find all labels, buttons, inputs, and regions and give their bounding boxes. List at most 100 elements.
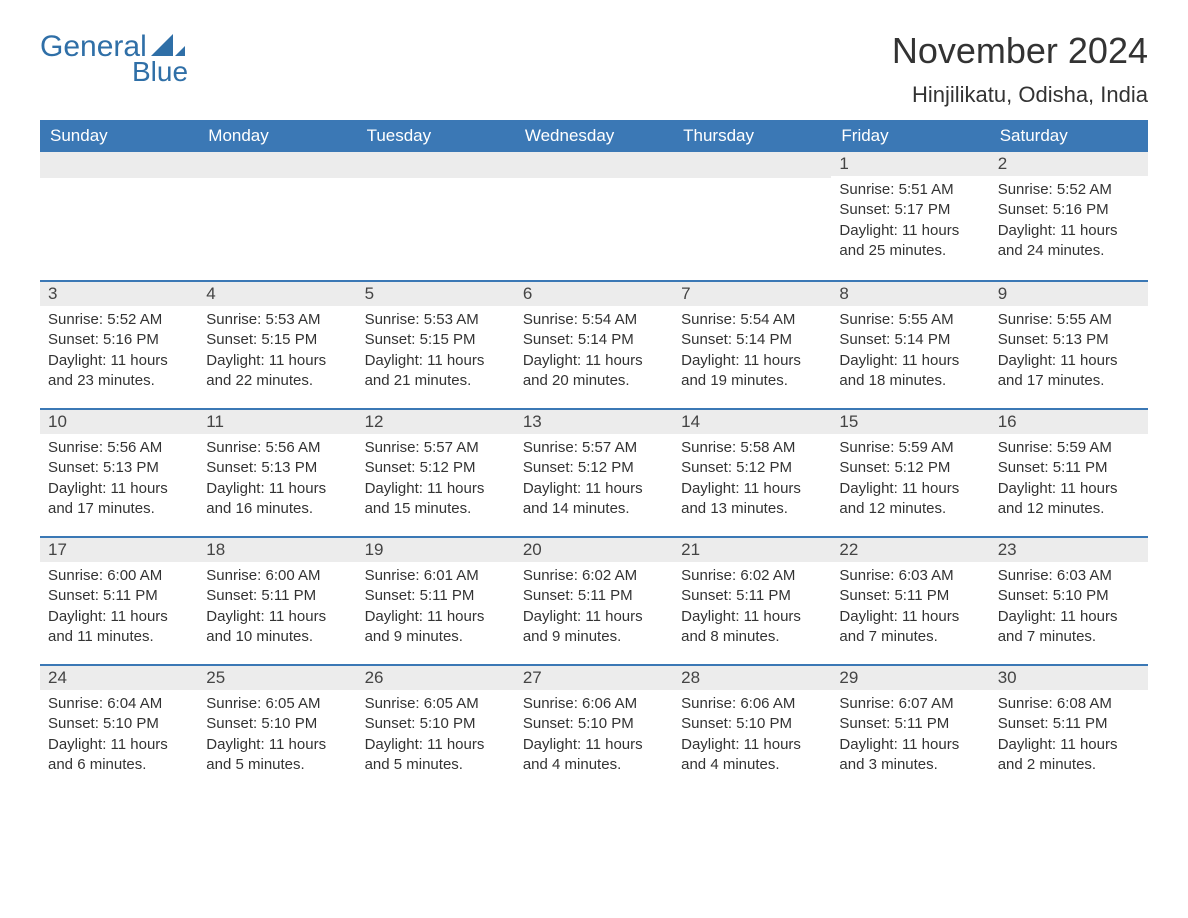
day-body: Sunrise: 6:06 AMSunset: 5:10 PMDaylight:… (673, 690, 831, 785)
daynum: 28 (673, 664, 831, 690)
sunrise-line: Sunrise: 5:52 AM (998, 180, 1140, 200)
daylight-line: Daylight: 11 hours and 20 minutes. (523, 351, 665, 392)
day-body: Sunrise: 5:52 AMSunset: 5:16 PMDaylight:… (40, 306, 198, 401)
daynum: 27 (515, 664, 673, 690)
sunrise-value: 6:03 AM (1057, 567, 1112, 584)
day-cell: 8Sunrise: 5:55 AMSunset: 5:14 PMDaylight… (831, 280, 989, 408)
sunrise-label: Sunrise: (365, 439, 424, 456)
sunset-line: Sunset: 5:14 PM (523, 330, 665, 350)
day-body: Sunrise: 6:04 AMSunset: 5:10 PMDaylight:… (40, 690, 198, 785)
sunset-label: Sunset: (681, 715, 736, 732)
daylight-label: Daylight: (839, 608, 902, 625)
daylight-line: Daylight: 11 hours and 2 minutes. (998, 735, 1140, 776)
daylight-line: Daylight: 11 hours and 3 minutes. (839, 735, 981, 776)
sunset-label: Sunset: (681, 459, 736, 476)
empty-daynum-bar (198, 152, 356, 178)
day-header-saturday: Saturday (990, 120, 1148, 152)
sunrise-line: Sunrise: 5:53 AM (365, 310, 507, 330)
daylight-label: Daylight: (998, 608, 1061, 625)
sunset-line: Sunset: 5:11 PM (206, 586, 348, 606)
day-cell: 25Sunrise: 6:05 AMSunset: 5:10 PMDayligh… (198, 664, 356, 792)
sunrise-value: 5:59 AM (1057, 439, 1112, 456)
sunrise-value: 5:51 AM (899, 181, 954, 198)
sunset-value: 5:11 PM (736, 587, 791, 604)
sunrise-label: Sunrise: (681, 695, 740, 712)
daylight-line: Daylight: 11 hours and 5 minutes. (365, 735, 507, 776)
empty-daynum-bar (40, 152, 198, 178)
daylight-line: Daylight: 11 hours and 12 minutes. (998, 479, 1140, 520)
month-title: November 2024 (892, 30, 1148, 72)
day-cell: 11Sunrise: 5:56 AMSunset: 5:13 PMDayligh… (198, 408, 356, 536)
sunset-value: 5:10 PM (420, 715, 476, 732)
sunrise-line: Sunrise: 6:04 AM (48, 694, 190, 714)
daynum: 15 (831, 408, 989, 434)
day-cell: 15Sunrise: 5:59 AMSunset: 5:12 PMDayligh… (831, 408, 989, 536)
sunrise-label: Sunrise: (48, 311, 107, 328)
daylight-label: Daylight: (48, 352, 111, 369)
sunrise-line: Sunrise: 5:59 AM (998, 438, 1140, 458)
daylight-label: Daylight: (206, 608, 269, 625)
daylight-label: Daylight: (365, 608, 428, 625)
sunrise-label: Sunrise: (365, 567, 424, 584)
daylight-line: Daylight: 11 hours and 4 minutes. (523, 735, 665, 776)
day-body: Sunrise: 5:57 AMSunset: 5:12 PMDaylight:… (357, 434, 515, 529)
sunrise-value: 6:00 AM (265, 567, 320, 584)
day-cell: 7Sunrise: 5:54 AMSunset: 5:14 PMDaylight… (673, 280, 831, 408)
sunrise-value: 5:59 AM (899, 439, 954, 456)
daylight-line: Daylight: 11 hours and 17 minutes. (998, 351, 1140, 392)
day-body: Sunrise: 5:59 AMSunset: 5:12 PMDaylight:… (831, 434, 989, 529)
day-cell (357, 152, 515, 280)
sunrise-value: 5:58 AM (740, 439, 795, 456)
sunset-label: Sunset: (48, 587, 103, 604)
day-cell: 3Sunrise: 5:52 AMSunset: 5:16 PMDaylight… (40, 280, 198, 408)
sunset-value: 5:15 PM (420, 331, 476, 348)
sunset-line: Sunset: 5:15 PM (206, 330, 348, 350)
sunset-line: Sunset: 5:10 PM (48, 714, 190, 734)
sunset-label: Sunset: (523, 331, 578, 348)
daylight-label: Daylight: (998, 352, 1061, 369)
sunset-value: 5:16 PM (1053, 201, 1109, 218)
daylight-line: Daylight: 11 hours and 23 minutes. (48, 351, 190, 392)
day-cell: 22Sunrise: 6:03 AMSunset: 5:11 PMDayligh… (831, 536, 989, 664)
week-row: 24Sunrise: 6:04 AMSunset: 5:10 PMDayligh… (40, 664, 1148, 792)
sunrise-label: Sunrise: (206, 311, 265, 328)
sunrise-label: Sunrise: (206, 695, 265, 712)
sunset-line: Sunset: 5:11 PM (48, 586, 190, 606)
sunrise-value: 5:53 AM (265, 311, 320, 328)
sunrise-line: Sunrise: 5:59 AM (839, 438, 981, 458)
location: Hinjilikatu, Odisha, India (892, 82, 1148, 108)
daynum: 2 (990, 152, 1148, 176)
logo: General Blue (40, 30, 188, 88)
sunset-value: 5:11 PM (578, 587, 633, 604)
day-header-sunday: Sunday (40, 120, 198, 152)
sunrise-line: Sunrise: 5:55 AM (839, 310, 981, 330)
day-cell: 13Sunrise: 5:57 AMSunset: 5:12 PMDayligh… (515, 408, 673, 536)
daynum: 12 (357, 408, 515, 434)
daylight-label: Daylight: (681, 736, 744, 753)
daynum: 5 (357, 280, 515, 306)
sunset-value: 5:10 PM (103, 715, 159, 732)
day-header-wednesday: Wednesday (515, 120, 673, 152)
daynum: 22 (831, 536, 989, 562)
sunset-value: 5:14 PM (894, 331, 950, 348)
sunrise-line: Sunrise: 5:53 AM (206, 310, 348, 330)
day-body: Sunrise: 5:55 AMSunset: 5:14 PMDaylight:… (831, 306, 989, 401)
daynum: 4 (198, 280, 356, 306)
logo-text2: Blue (132, 56, 188, 88)
sunrise-line: Sunrise: 6:03 AM (998, 566, 1140, 586)
sunset-line: Sunset: 5:12 PM (365, 458, 507, 478)
sunrise-line: Sunrise: 6:00 AM (206, 566, 348, 586)
sunset-value: 5:15 PM (261, 331, 317, 348)
daylight-label: Daylight: (365, 736, 428, 753)
daylight-line: Daylight: 11 hours and 6 minutes. (48, 735, 190, 776)
sunrise-value: 6:03 AM (899, 567, 954, 584)
sunset-label: Sunset: (206, 459, 261, 476)
day-body: Sunrise: 6:03 AMSunset: 5:10 PMDaylight:… (990, 562, 1148, 657)
sunrise-value: 5:55 AM (1057, 311, 1112, 328)
daylight-label: Daylight: (48, 736, 111, 753)
daylight-line: Daylight: 11 hours and 9 minutes. (365, 607, 507, 648)
day-cell: 14Sunrise: 5:58 AMSunset: 5:12 PMDayligh… (673, 408, 831, 536)
day-body: Sunrise: 5:53 AMSunset: 5:15 PMDaylight:… (357, 306, 515, 401)
sunset-line: Sunset: 5:16 PM (998, 200, 1140, 220)
sunrise-line: Sunrise: 5:56 AM (48, 438, 190, 458)
